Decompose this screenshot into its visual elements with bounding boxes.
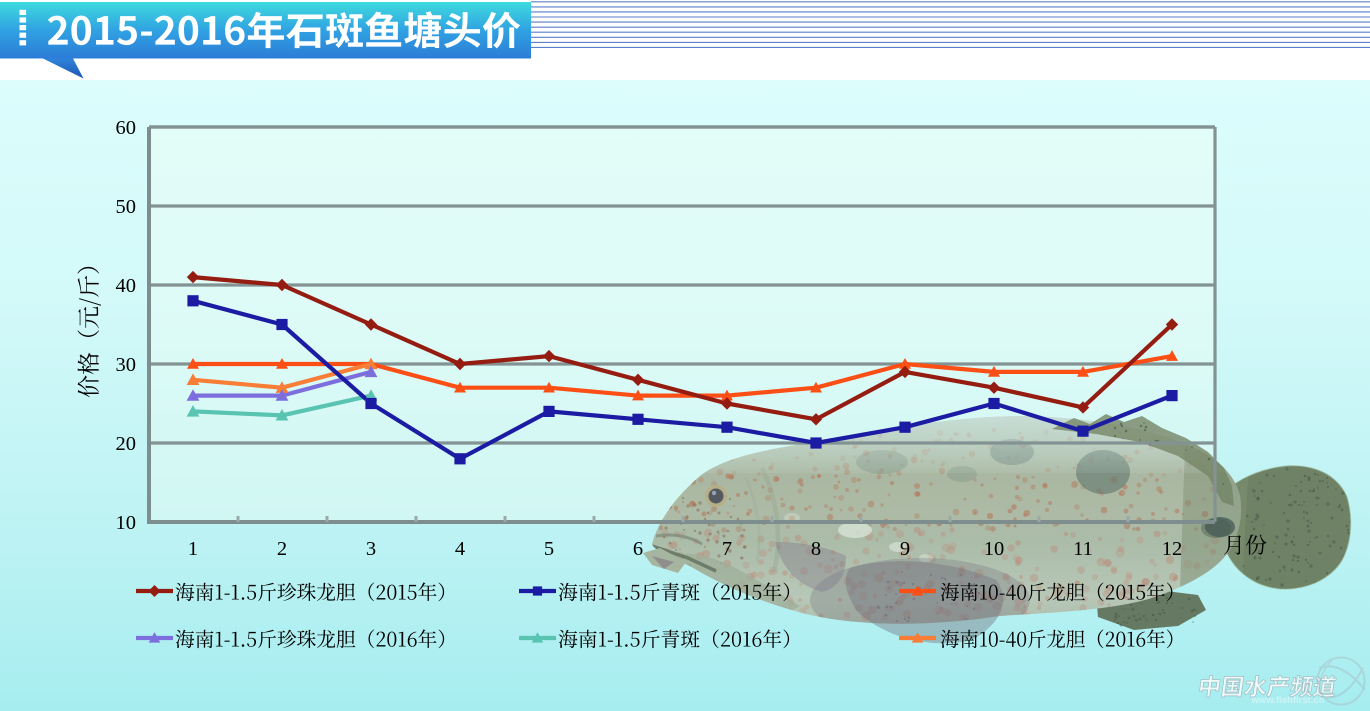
svg-text:10: 10 <box>116 512 137 534</box>
svg-text:4: 4 <box>455 538 465 560</box>
svg-text:8: 8 <box>811 538 821 560</box>
svg-text:30: 30 <box>116 354 137 376</box>
svg-text:11: 11 <box>1073 538 1093 560</box>
svg-text:1: 1 <box>188 538 198 560</box>
svg-text:2: 2 <box>277 538 287 560</box>
svg-text:www.fishfirst.cn: www.fishfirst.cn <box>1250 695 1324 706</box>
svg-text:20: 20 <box>116 433 137 455</box>
svg-text:5: 5 <box>544 538 554 560</box>
svg-text:3: 3 <box>366 538 376 560</box>
svg-text:60: 60 <box>116 117 137 139</box>
svg-text:6: 6 <box>633 538 643 560</box>
svg-text:12: 12 <box>1162 538 1183 560</box>
svg-text:40: 40 <box>116 275 137 297</box>
svg-text:7: 7 <box>722 538 732 560</box>
svg-text:50: 50 <box>116 196 137 218</box>
svg-text:10: 10 <box>984 538 1005 560</box>
svg-text:9: 9 <box>900 538 910 560</box>
